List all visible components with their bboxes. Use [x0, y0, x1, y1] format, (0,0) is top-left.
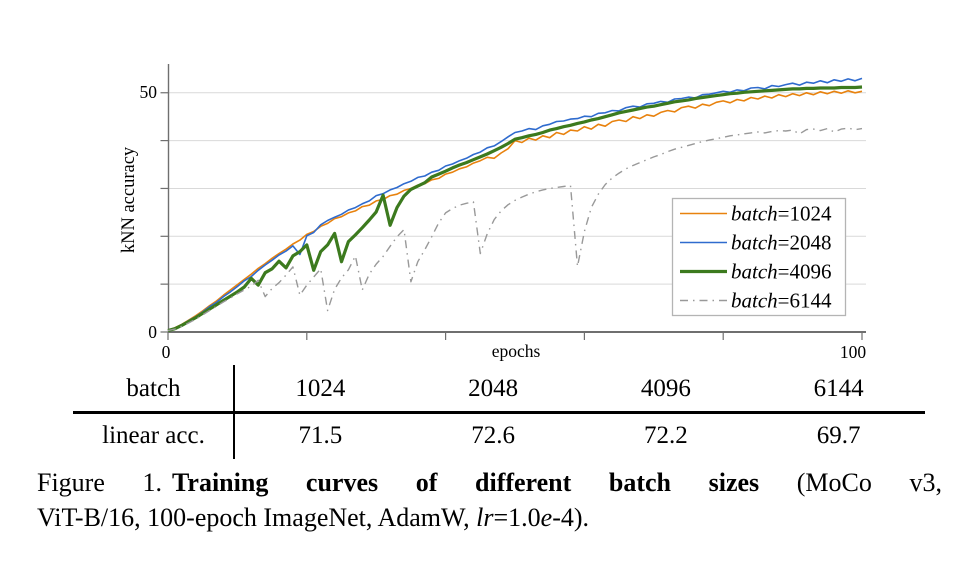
batch-size-6144: 6144 [813, 374, 864, 402]
x-tick-label-0: 0 [162, 342, 171, 362]
table-rule [73, 411, 925, 414]
legend: batch=1024 batch=2048 batch=4096 batch=6144 [671, 197, 847, 317]
y-axis-title: kNN accuracy [119, 146, 139, 253]
caption-lr-symbol: lr [476, 503, 494, 532]
y-tick-label-50: 50 [140, 82, 158, 102]
series-lines [167, 77, 863, 333]
batch-size-2048: 2048 [468, 374, 519, 402]
axis-ticks [160, 92, 863, 340]
series-line-batch-4096 [167, 85, 863, 333]
x-tick-label-100: 100 [840, 342, 867, 362]
linear-acc-1024: 71.5 [298, 421, 343, 449]
legend-entry-label: batch=1024 [731, 202, 832, 226]
caption-bold-title: Training curves of different batch sizes [172, 468, 760, 497]
linear-acc-2048: 72.6 [471, 421, 515, 449]
table-header-label: batch [126, 374, 181, 402]
legend-entry-label: batch=2048 [731, 231, 832, 255]
x-axis-title: epochs [492, 341, 541, 361]
table-row-label: linear acc. [102, 421, 205, 449]
caption-line-1: Figure 1. Training curves of different ba… [37, 466, 942, 500]
linear-acc-4096: 72.2 [644, 421, 688, 449]
y-tick-label-0: 0 [148, 322, 157, 342]
linear-acc-6144: 69.7 [816, 421, 861, 449]
caption-after-bold: (MoCo v3, [796, 468, 942, 497]
table-value-row: linear acc. 71.5 72.6 72.2 69.7 [73, 414, 925, 457]
series-line-batch-2048 [167, 77, 863, 332]
linear-accuracy-table: batch 1024 2048 4096 6144 linear acc. 71… [73, 365, 925, 459]
caption-settings: ViT-B/16, 100-epoch ImageNet, AdamW, [37, 503, 477, 532]
legend-entry-label: batch=6144 [731, 289, 832, 313]
figure-label: Figure 1. [37, 468, 162, 497]
legend-box [671, 197, 847, 317]
batch-size-4096: 4096 [640, 374, 691, 402]
caption-e-symbol: e [540, 503, 553, 532]
caption-lr-value: =1.0 [493, 503, 541, 532]
table-vertical-divider [233, 365, 235, 459]
caption-line-2: ViT-B/16, 100-epoch ImageNet, AdamW, lr=… [37, 501, 942, 535]
axes [167, 64, 866, 333]
legend-entry-label: batch=4096 [731, 260, 832, 284]
caption-tail: -4). [552, 503, 590, 532]
table-header-row: batch 1024 2048 4096 6144 [73, 367, 925, 410]
series-line-batch-6144 [167, 127, 863, 332]
batch-size-1024: 1024 [295, 374, 346, 402]
